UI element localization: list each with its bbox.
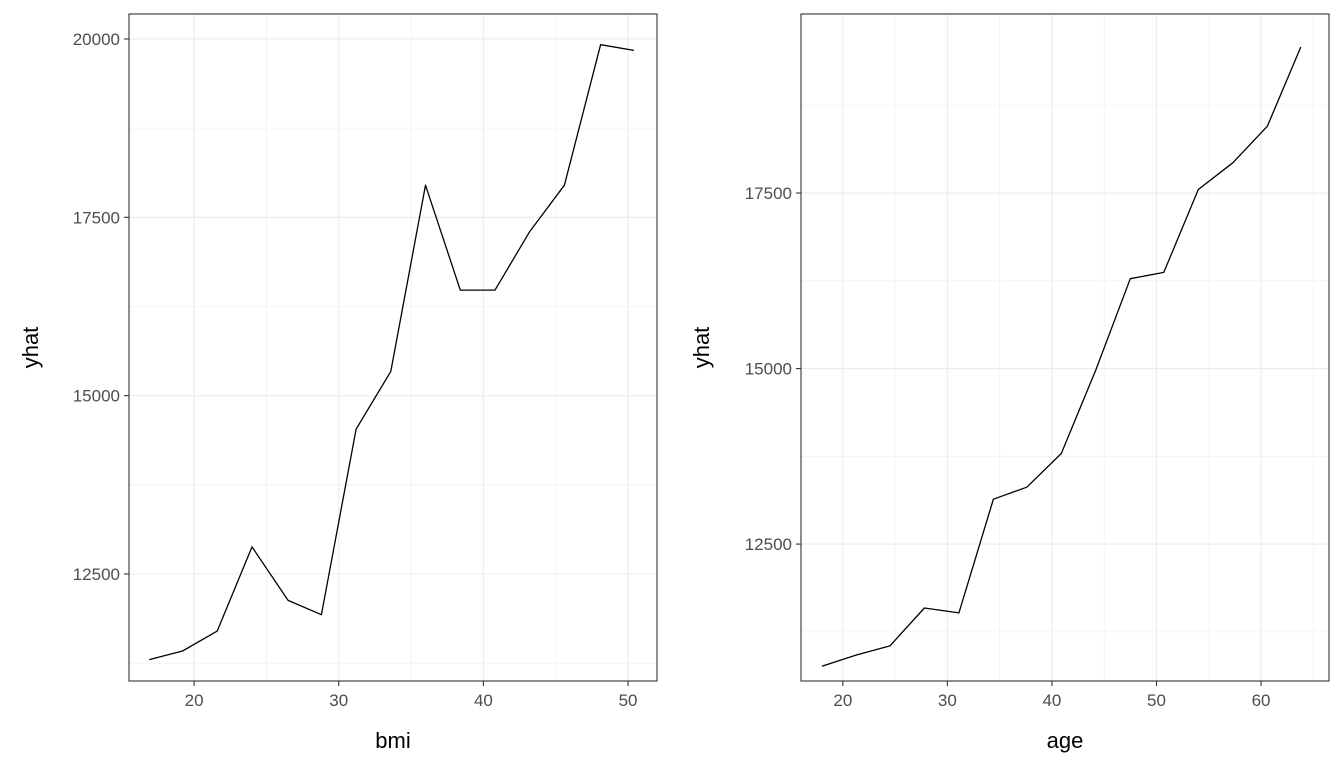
panel-bmi: 20 30 40 50 12500 15000 17500 20000 bmi yhat [18, 13, 658, 753]
panel-background [801, 14, 1329, 681]
panel-background [129, 14, 657, 681]
y-tick-label: 12500 [73, 565, 120, 584]
y-axis-title: yhat [18, 327, 43, 369]
x-axis-title: age [1047, 728, 1084, 753]
y-tick-label: 15000 [745, 360, 792, 379]
y-tick-label: 17500 [745, 184, 792, 203]
panel-border [800, 13, 1330, 682]
y-axis-title: yhat [689, 327, 714, 369]
x-tick-label: 30 [938, 691, 957, 710]
panel-border [128, 13, 658, 682]
x-axis-title: bmi [375, 728, 410, 753]
x-tick-label: 20 [185, 691, 204, 710]
y-tick-label: 15000 [73, 387, 120, 406]
x-tick-label: 40 [474, 691, 493, 710]
y-tick-label: 12500 [745, 535, 792, 554]
yhat-series-line [149, 44, 635, 661]
y-tick-label: 17500 [73, 208, 120, 227]
x-tick-label: 30 [329, 691, 348, 710]
x-tick-label: 50 [1147, 691, 1166, 710]
x-tick-label: 20 [833, 691, 852, 710]
y-tick-label: 20000 [73, 30, 120, 49]
panel-age: 20 30 40 50 60 12500 15000 17500 age yhat [689, 13, 1330, 753]
x-tick-label: 60 [1252, 691, 1271, 710]
x-tick-label: 50 [619, 691, 638, 710]
yhat-series-line [821, 46, 1302, 667]
x-tick-label: 40 [1042, 691, 1061, 710]
